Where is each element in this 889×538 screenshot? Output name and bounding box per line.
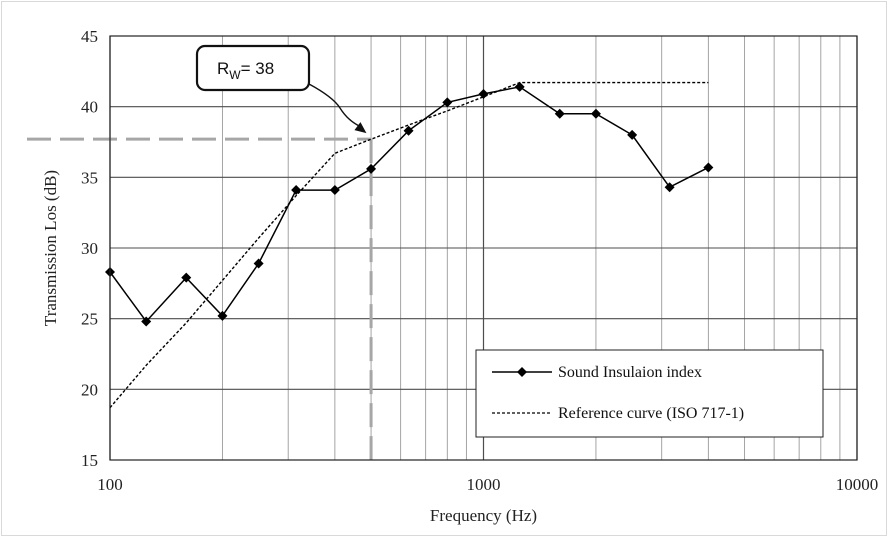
y-tick-label: 30 [81,239,98,258]
x-tick-label: 10000 [836,475,879,494]
rw-subscript: W [229,68,241,82]
y-tick-label: 25 [81,310,98,329]
x-tick-label: 1000 [467,475,501,494]
legend-label-sound-insulation: Sound Insulaion index [558,364,702,381]
rw-value: = 38 [241,59,275,78]
data-point-sound-insulation [590,108,601,119]
legend: Sound Insulaion index Reference curve (I… [475,349,824,438]
x-tick-labels: 100 1000 10000 [97,475,878,494]
data-point-sound-insulation [141,316,152,327]
data-point-sound-insulation [217,310,228,321]
series-line-sound-insulation [109,86,709,323]
data-point-sound-insulation [403,125,414,136]
y-tick-label: 45 [81,27,98,46]
x-axis-title: Frequency (Hz) [430,506,537,525]
data-point-sound-insulation [442,97,453,108]
y-tick-label: 35 [81,168,98,187]
data-point-sound-insulation [291,185,302,196]
data-point-sound-insulation [664,182,675,193]
series-layer [105,81,714,409]
rw-callout-label: RW= 38 [217,59,274,82]
x-tick-label: 100 [97,475,123,494]
data-point-sound-insulation [478,88,489,99]
legend-label-reference-curve: Reference curve (ISO 717-1) [558,405,744,422]
plot-border [109,35,858,461]
data-point-sound-insulation [514,81,525,92]
legend-marker-diamond [517,367,527,377]
data-point-sound-insulation [554,108,565,119]
data-point-sound-insulation [253,258,264,269]
series-line-reference-curve [109,81,709,409]
rw-callout-arrowhead [354,122,367,134]
y-tick-label: 40 [81,98,98,117]
data-point-sound-insulation [366,163,377,174]
rw-callout-box [195,44,311,92]
y-axis-title: Transmission Los (dB) [41,170,60,326]
rw-guide-lines [27,137,373,460]
rw-callout-arrow [308,83,362,128]
data-point-sound-insulation [181,272,192,283]
data-point-sound-insulation [627,129,638,140]
y-tick-label: 20 [81,380,98,399]
y-tick-label: 15 [81,451,98,470]
data-point-sound-insulation [703,162,714,173]
rw-symbol: R [217,59,229,78]
data-point-sound-insulation [329,185,340,196]
legend-box [475,349,824,438]
rw-callout: RW= 38 [195,44,367,134]
y-tick-labels: 15 20 25 30 35 40 45 [81,27,98,470]
